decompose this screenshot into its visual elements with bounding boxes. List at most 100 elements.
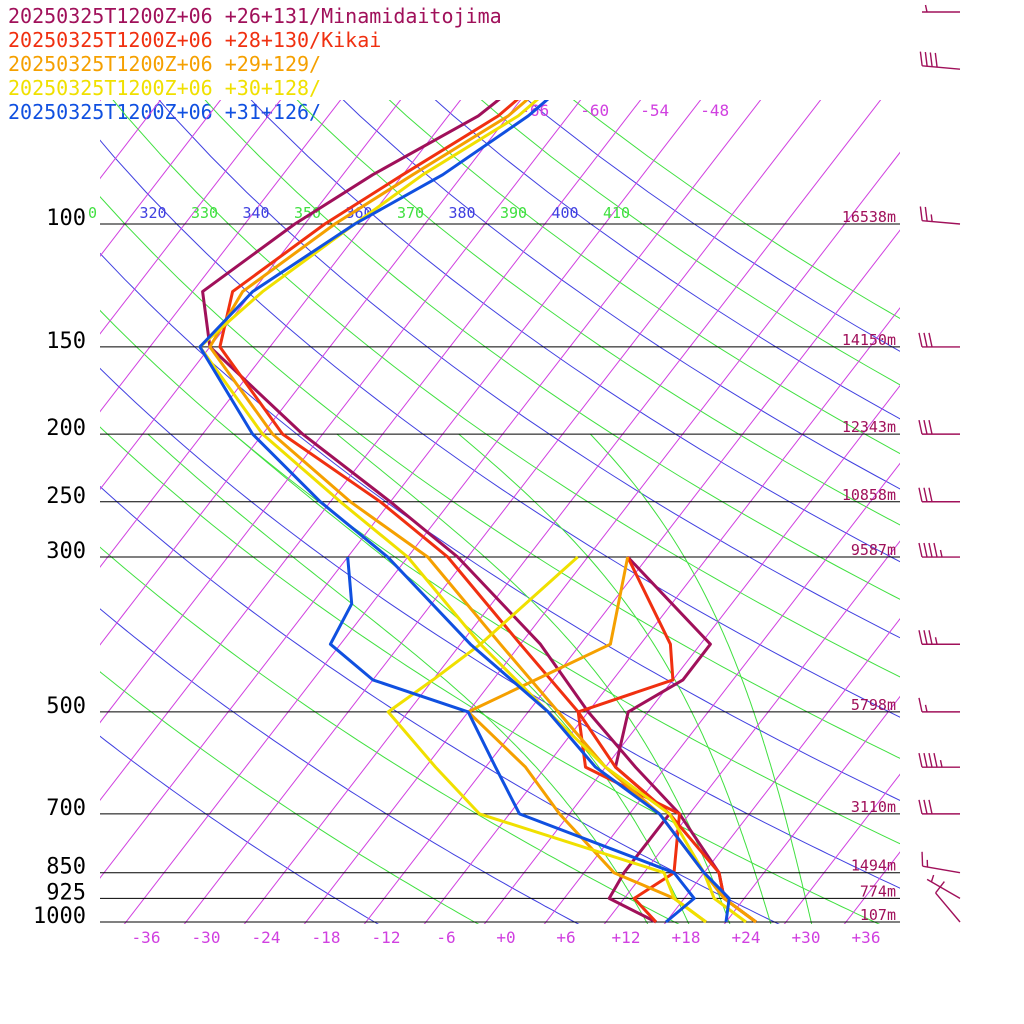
dry-adiabat	[100, 195, 900, 759]
isotherm	[100, 100, 402, 491]
isotherm	[723, 695, 900, 924]
upper-temperature-labels: -66 -60 -54 -48	[520, 101, 729, 120]
isotherm	[0, 0, 21, 937]
height-label: 3110m	[851, 798, 896, 816]
dry-adiabat	[100, 367, 900, 889]
wind-barb	[918, 697, 960, 713]
pressure-tick-label: 925	[46, 880, 86, 905]
wind-barb	[926, 874, 961, 899]
isotherm	[423, 307, 900, 924]
legend-entry: 20250325T1200Z+06 +28+130/Kikai	[8, 28, 382, 52]
wind-barb	[919, 51, 961, 70]
wind-barb	[918, 332, 960, 348]
temperature-profile	[201, 100, 757, 924]
theta-label: 330	[191, 204, 218, 222]
upper-temperature-label: -48	[700, 101, 729, 120]
isotherm	[603, 540, 900, 924]
moist-adiabat	[458, 433, 772, 924]
dry-adiabat	[342, 100, 900, 490]
dry-adiabat	[100, 252, 900, 802]
dry-adiabat	[100, 671, 480, 924]
isotherm	[100, 100, 702, 879]
theta-label: 370	[397, 204, 424, 222]
theta-label: 390	[500, 204, 527, 222]
theta-label: 0	[88, 204, 97, 222]
temperature-tick-label: +6	[556, 928, 575, 947]
wind-barb	[918, 419, 960, 435]
temperature-tick-label: +36	[852, 928, 881, 947]
isotherm	[100, 100, 462, 568]
theta-label: 380	[449, 204, 476, 222]
dry-adiabat	[100, 735, 379, 924]
dry-adiabat	[112, 100, 900, 678]
dry-adiabat	[158, 100, 900, 639]
isotherm	[955, 0, 1024, 937]
height-label: 774m	[860, 882, 896, 900]
isotherm	[0, 0, 261, 937]
legend-entry: 20250325T1200Z+06 +26+131/Minamidaitojim…	[8, 4, 502, 28]
height-label: 14150m	[842, 331, 896, 349]
upper-temperature-label: -54	[640, 101, 669, 120]
legend: 20250325T1200Z+06 +26+131/Minamidaitojim…	[8, 4, 502, 124]
height-label: 16538m	[842, 208, 896, 226]
height-label: 5798m	[851, 696, 896, 714]
theta-label: 320	[140, 204, 167, 222]
upper-temperature-label: -60	[580, 101, 609, 120]
wind-barb	[918, 799, 960, 815]
isotherm	[483, 384, 900, 924]
dry-adiabats	[100, 100, 900, 924]
wind-barb	[935, 881, 961, 923]
temperature-tick-label: -24	[252, 928, 281, 947]
theta-label: 410	[603, 204, 630, 222]
pressure-tick-label: 250	[46, 484, 86, 509]
dry-adiabat	[100, 426, 881, 924]
dewpoint-profile	[328, 556, 696, 924]
dewpoint-profile	[386, 555, 707, 924]
wind-barb	[918, 630, 960, 645]
pressure-tick-label: 850	[46, 855, 86, 880]
dry-adiabat	[100, 139, 900, 718]
moist-adiabat	[590, 433, 813, 924]
legend-entry: 20250325T1200Z+06 +31+126/	[8, 100, 322, 124]
profiles	[198, 100, 757, 924]
wind-barb	[918, 542, 960, 558]
legend-entry: 20250325T1200Z+06 +29+129/	[8, 52, 322, 76]
isotherm	[100, 100, 522, 646]
temperature-tick-label: -18	[312, 928, 341, 947]
isotherm	[895, 0, 1024, 937]
temperature-tick-label: -6	[436, 928, 455, 947]
dry-adiabat	[100, 485, 780, 924]
wind-barb	[922, 4, 960, 13]
isotherm	[100, 100, 642, 802]
pressure-tick-label: 500	[46, 694, 86, 719]
isotherm	[543, 462, 900, 924]
dewpoint-profile	[576, 556, 681, 924]
temperature-profile	[198, 100, 747, 924]
temperature-tick-label: +0	[496, 928, 515, 947]
temperature-tick-label: -30	[192, 928, 221, 947]
pressure-tick-label: 700	[46, 796, 86, 821]
isotherm	[663, 618, 900, 924]
dry-adiabat	[388, 100, 900, 455]
dry-adiabat	[480, 100, 900, 386]
temperature-profile	[198, 100, 731, 923]
height-labels: 16538m 14150m 12343m 10858m 9587m 5798m 3110m 1…	[842, 208, 896, 924]
pressure-tick-label: 1000	[33, 904, 86, 929]
height-label: 12343m	[842, 418, 896, 436]
isobars	[100, 223, 900, 923]
isotherm	[100, 100, 582, 724]
isotherm	[783, 773, 900, 924]
wind-barb	[918, 753, 960, 768]
pressure-tick-label: 300	[46, 539, 86, 564]
temperature-tick-label: +30	[792, 928, 821, 947]
theta-label: 350	[294, 204, 321, 222]
pressure-tick-label: 100	[46, 206, 86, 231]
height-label: 10858m	[842, 486, 896, 504]
isotherm	[1015, 0, 1024, 937]
theta-label: 400	[552, 204, 579, 222]
isotherm	[100, 100, 342, 413]
moist-adiabats	[147, 433, 813, 924]
height-label: 1494m	[851, 857, 896, 875]
wind-barb	[918, 487, 960, 503]
